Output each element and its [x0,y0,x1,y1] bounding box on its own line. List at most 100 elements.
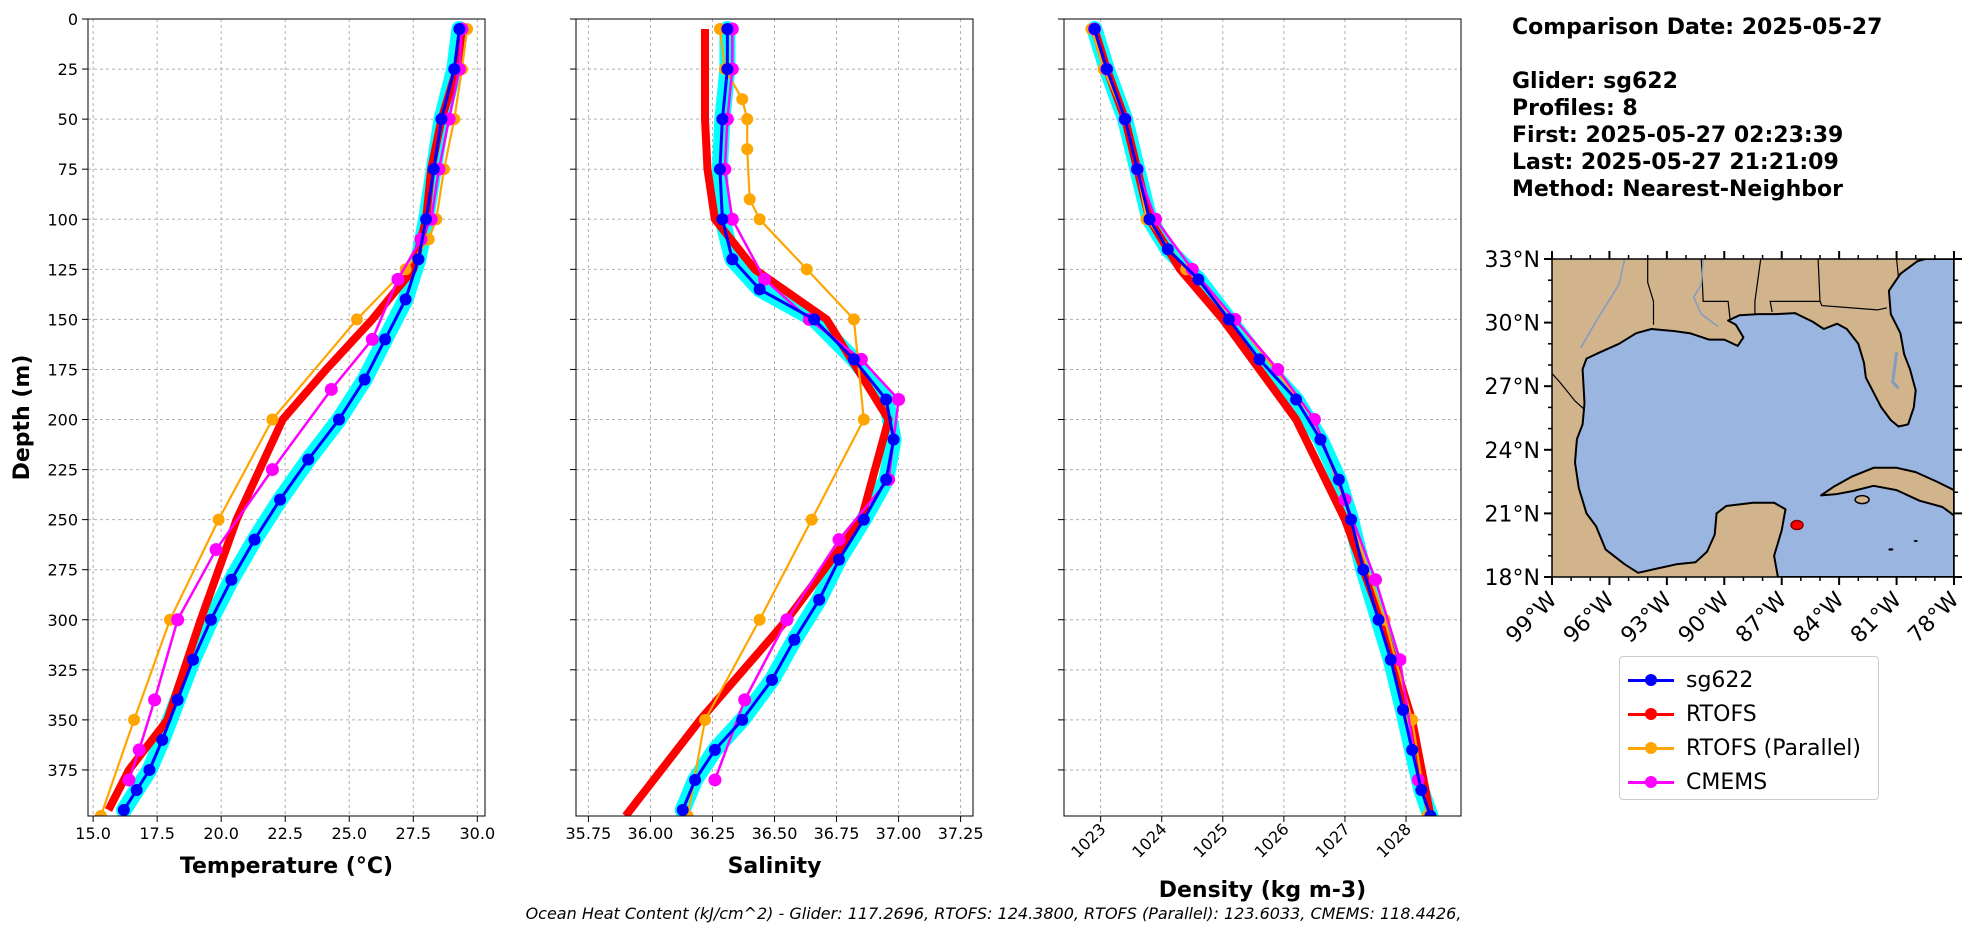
y-tick-label: 350 [47,711,78,730]
data-point-sg622 [448,63,461,76]
data-point-sg622 [117,803,130,816]
longitude-label: 78°W [1904,587,1965,648]
longitude-label: 93°W [1616,587,1677,648]
data-point-cmems [1393,653,1407,667]
data-point-sg622 [1100,63,1113,76]
series-line-rtofs [1090,27,1435,816]
data-point-sg622 [1143,213,1156,226]
data-point-sg622 [1253,353,1266,366]
data-point-sg622 [1384,653,1397,666]
legend: sg622 RTOFS RTOFS (Parallel) CMEMS [1619,656,1879,800]
data-point-sg622 [143,763,156,776]
series-line-rtofs [622,29,893,816]
data-point-sg622 [1424,810,1437,816]
state-border [1754,259,1762,315]
data-point-rtofs-parallel [753,613,766,626]
data-point-rtofs-parallel [699,713,712,726]
longitude-label: 81°W [1846,587,1907,648]
data-point-rtofs-parallel [857,413,870,426]
state-border [1647,259,1655,325]
y-tick-label: 25 [58,60,78,79]
data-point-cmems [209,543,223,557]
latitude-label: 21°N [1485,502,1540,527]
data-point-cmems [1185,262,1199,276]
first-profile-time: First: 2025-05-27 02:23:39 [1512,123,1844,148]
data-point-sg622 [887,433,900,446]
data-point-cmems [171,613,185,627]
latitude-label: 24°N [1485,439,1540,464]
longitude-label: 84°W [1789,587,1850,648]
data-point-sg622 [1357,563,1370,576]
data-point-sg622 [399,293,412,306]
data-point-sg622 [427,163,440,176]
legend-label: CMEMS [1686,769,1768,795]
longitude-label: 96°W [1559,587,1620,648]
lake-okeechobee [1891,352,1900,390]
ocean-heat-content-caption: Ocean Heat Content (kJ/cm^2) - Glider: 1… [525,904,1462,923]
x-axis-label: Density (kg m-3) [1159,878,1367,903]
legend-item-rtofs: RTOFS [1620,697,1878,731]
data-point-sg622 [813,593,826,606]
data-point-cmems [738,693,752,707]
x-tick-label: 37.25 [938,824,984,843]
data-point-sg622 [847,353,860,366]
isla-de-la-juventud [1854,494,1870,505]
longitude-label: 87°W [1731,587,1792,648]
legend-swatch-rtofs [1628,704,1674,724]
glider-location-marker [1790,519,1804,531]
x-tick-label: 1023 [1067,819,1109,861]
data-point-sg622 [808,313,821,326]
data-point-sg622 [766,673,779,686]
state-border [1769,259,1821,313]
y-tick-label: 150 [47,310,78,329]
data-point-rtofs-parallel [743,193,756,206]
y-tick-label: 200 [47,411,78,430]
data-point-sg622 [1088,23,1101,36]
data-point-rtofs-parallel [94,810,107,816]
data-point-sg622 [736,713,749,726]
series-line-rtofs-parallel [1090,28,1429,816]
latitude-label: 18°N [1485,566,1540,591]
longitude-label: 90°W [1674,587,1735,648]
data-point-cmems [708,773,722,787]
river [1692,259,1719,328]
x-tick-label: 22.5 [267,824,303,843]
x-tick-label: 1024 [1128,819,1170,861]
data-point-cmems [758,272,772,286]
data-point-sg622 [1119,113,1132,126]
data-point-sg622 [1290,393,1303,406]
x-tick-label: 1025 [1189,819,1231,861]
data-point-sg622 [716,213,729,226]
y-tick-label: 300 [47,611,78,630]
legend-item-rtofs-parallel: RTOFS (Parallel) [1620,731,1878,765]
x-tick-label: 36.50 [752,824,798,843]
cuba-landmass [1820,466,1954,517]
data-point-cmems [1368,573,1382,587]
profile-count: Profiles: 8 [1512,96,1638,121]
legend-item-cmems: CMEMS [1620,765,1878,799]
data-point-sg622 [187,653,200,666]
x-tick-label: 25.0 [331,824,367,843]
data-point-rtofs-parallel [847,313,860,326]
data-point-sg622 [721,23,734,36]
data-point-cmems [265,463,279,477]
latitude-label: 27°N [1485,375,1540,400]
y-tick-label: 50 [58,110,78,129]
river [1580,259,1626,349]
data-point-cmems [324,382,338,396]
y-tick-label: 75 [58,160,78,179]
x-tick-label: 36.25 [690,824,736,843]
data-point-sg622 [689,773,702,786]
x-axis-label: Salinity [728,854,822,879]
state-border [1819,301,1888,311]
data-point-sg622 [204,613,217,626]
data-point-sg622 [156,733,169,746]
data-point-sg622 [1415,783,1428,796]
data-point-sg622 [420,213,433,226]
y-tick-label: 375 [47,761,78,780]
y-tick-label: 100 [47,210,78,229]
legend-label: sg622 [1686,667,1754,693]
data-point-cmems [1271,362,1285,376]
x-tick-label: 20.0 [203,824,239,843]
